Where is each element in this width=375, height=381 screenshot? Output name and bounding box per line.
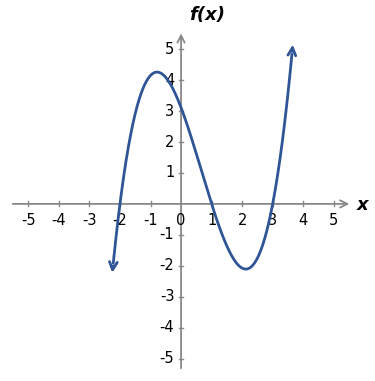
Text: -4: -4 xyxy=(160,320,174,335)
Text: 1: 1 xyxy=(165,165,174,181)
Text: 0: 0 xyxy=(176,213,186,227)
Text: -1: -1 xyxy=(160,227,174,242)
Text: 3: 3 xyxy=(268,213,277,227)
Text: 2: 2 xyxy=(165,134,174,149)
Text: 5: 5 xyxy=(329,213,338,227)
Text: -1: -1 xyxy=(143,213,158,227)
Text: x: x xyxy=(357,197,368,215)
Text: 2: 2 xyxy=(237,213,247,227)
Text: 4: 4 xyxy=(165,73,174,88)
Text: -2: -2 xyxy=(112,213,128,227)
Text: 1: 1 xyxy=(207,213,216,227)
Text: 4: 4 xyxy=(298,213,308,227)
Text: 5: 5 xyxy=(165,42,174,57)
Text: 3: 3 xyxy=(165,104,174,118)
Text: -4: -4 xyxy=(51,213,66,227)
Text: -3: -3 xyxy=(160,289,174,304)
Text: -5: -5 xyxy=(160,351,174,366)
Text: -5: -5 xyxy=(21,213,36,227)
Text: -2: -2 xyxy=(160,258,174,273)
Text: -3: -3 xyxy=(82,213,97,227)
Text: f(x): f(x) xyxy=(189,6,225,24)
